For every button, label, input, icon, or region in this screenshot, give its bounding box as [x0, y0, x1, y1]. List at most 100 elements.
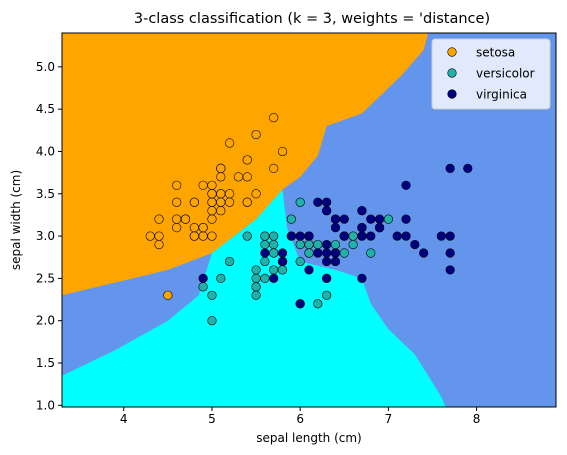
point-setosa	[225, 138, 235, 148]
point-setosa	[154, 214, 164, 224]
point-versicolor	[313, 239, 323, 250]
point-virginica	[357, 231, 367, 241]
point-setosa	[198, 231, 208, 241]
point-versicolor	[260, 239, 270, 250]
point-versicolor	[225, 256, 235, 267]
y-tick-label: 1.5	[36, 356, 55, 370]
point-virginica	[366, 231, 376, 241]
point-setosa	[251, 189, 261, 199]
point-virginica	[366, 214, 376, 224]
point-versicolor	[313, 299, 323, 309]
point-virginica	[374, 214, 385, 224]
legend: setosa versicolor virginica	[431, 38, 551, 110]
point-virginica	[339, 214, 349, 224]
point-versicolor	[277, 265, 288, 275]
point-setosa	[216, 206, 226, 216]
point-virginica	[392, 231, 402, 241]
point-versicolor	[207, 316, 217, 326]
point-virginica	[277, 256, 288, 267]
point-setosa	[216, 172, 226, 182]
point-virginica	[277, 248, 288, 258]
point-setosa	[172, 223, 182, 233]
point-virginica	[445, 231, 455, 241]
point-virginica	[330, 248, 341, 258]
point-setosa	[207, 197, 217, 207]
point-versicolor	[251, 282, 261, 292]
legend-label-setosa: setosa	[476, 46, 515, 60]
point-setosa	[216, 197, 226, 207]
y-tick-label: 4.5	[36, 102, 55, 116]
legend-box	[431, 38, 551, 110]
point-setosa	[207, 189, 217, 199]
point-setosa	[242, 155, 252, 165]
point-virginica	[357, 206, 367, 216]
point-virginica	[357, 273, 367, 283]
point-virginica	[304, 231, 314, 241]
point-virginica	[463, 163, 473, 173]
point-versicolor	[366, 248, 376, 258]
point-virginica	[198, 273, 208, 283]
point-versicolor	[242, 231, 252, 241]
point-setosa	[189, 197, 199, 207]
point-versicolor	[295, 197, 305, 207]
point-virginica	[401, 180, 411, 190]
point-setosa	[207, 231, 217, 241]
point-virginica	[322, 206, 332, 216]
point-setosa	[163, 290, 173, 300]
point-versicolor	[339, 248, 349, 258]
point-setosa	[207, 180, 217, 190]
point-virginica	[322, 197, 332, 207]
point-versicolor	[286, 214, 296, 224]
point-virginica	[313, 248, 323, 258]
y-axis-label: sepal width (cm)	[9, 170, 23, 270]
y-tick-label: 3.5	[36, 187, 55, 201]
point-versicolor	[295, 256, 305, 267]
point-setosa	[189, 223, 199, 233]
point-virginica	[436, 231, 446, 241]
point-virginica	[357, 223, 367, 233]
y-tick-label: 4.0	[36, 144, 55, 158]
x-tick-label: 5	[208, 412, 216, 426]
point-virginica	[322, 256, 332, 267]
legend-label-versicolor: versicolor	[476, 67, 535, 81]
point-virginica	[330, 223, 341, 233]
point-setosa	[154, 239, 164, 250]
point-setosa	[242, 172, 252, 182]
chart-title: 3-class classification (k = 3, weights =…	[134, 11, 490, 27]
point-versicolor	[251, 273, 261, 283]
x-tick-label: 8	[473, 412, 481, 426]
x-tick-label: 6	[296, 412, 304, 426]
point-versicolor	[295, 239, 305, 250]
point-setosa	[242, 197, 252, 207]
point-setosa	[216, 189, 226, 199]
point-virginica	[401, 214, 411, 224]
y-axis: 1.0 1.5 2.0 2.5 3.0 3.5 4.0 4.5 5.0	[36, 60, 62, 412]
legend-marker-versicolor	[447, 68, 457, 78]
point-setosa	[172, 197, 182, 207]
data-points	[145, 113, 473, 326]
point-versicolor	[260, 231, 270, 241]
point-versicolor	[269, 239, 279, 250]
point-versicolor	[269, 231, 279, 241]
point-setosa	[269, 113, 279, 123]
x-axis-label: sepal length (cm)	[256, 431, 361, 445]
point-setosa	[172, 180, 182, 190]
point-virginica	[330, 256, 341, 267]
point-versicolor	[269, 248, 279, 258]
point-virginica	[286, 231, 296, 241]
point-virginica	[269, 273, 279, 283]
point-setosa	[207, 214, 217, 224]
y-tick-label: 5.0	[36, 60, 55, 74]
point-virginica	[374, 223, 385, 233]
point-setosa	[189, 231, 199, 241]
y-tick-label: 2.0	[36, 314, 55, 328]
point-setosa	[269, 163, 279, 173]
legend-marker-virginica	[447, 89, 457, 99]
point-setosa	[198, 223, 208, 233]
point-virginica	[419, 248, 429, 258]
point-virginica	[304, 265, 314, 275]
point-versicolor	[322, 290, 332, 300]
point-versicolor	[260, 273, 270, 283]
point-versicolor	[330, 239, 341, 250]
point-versicolor	[216, 273, 226, 283]
